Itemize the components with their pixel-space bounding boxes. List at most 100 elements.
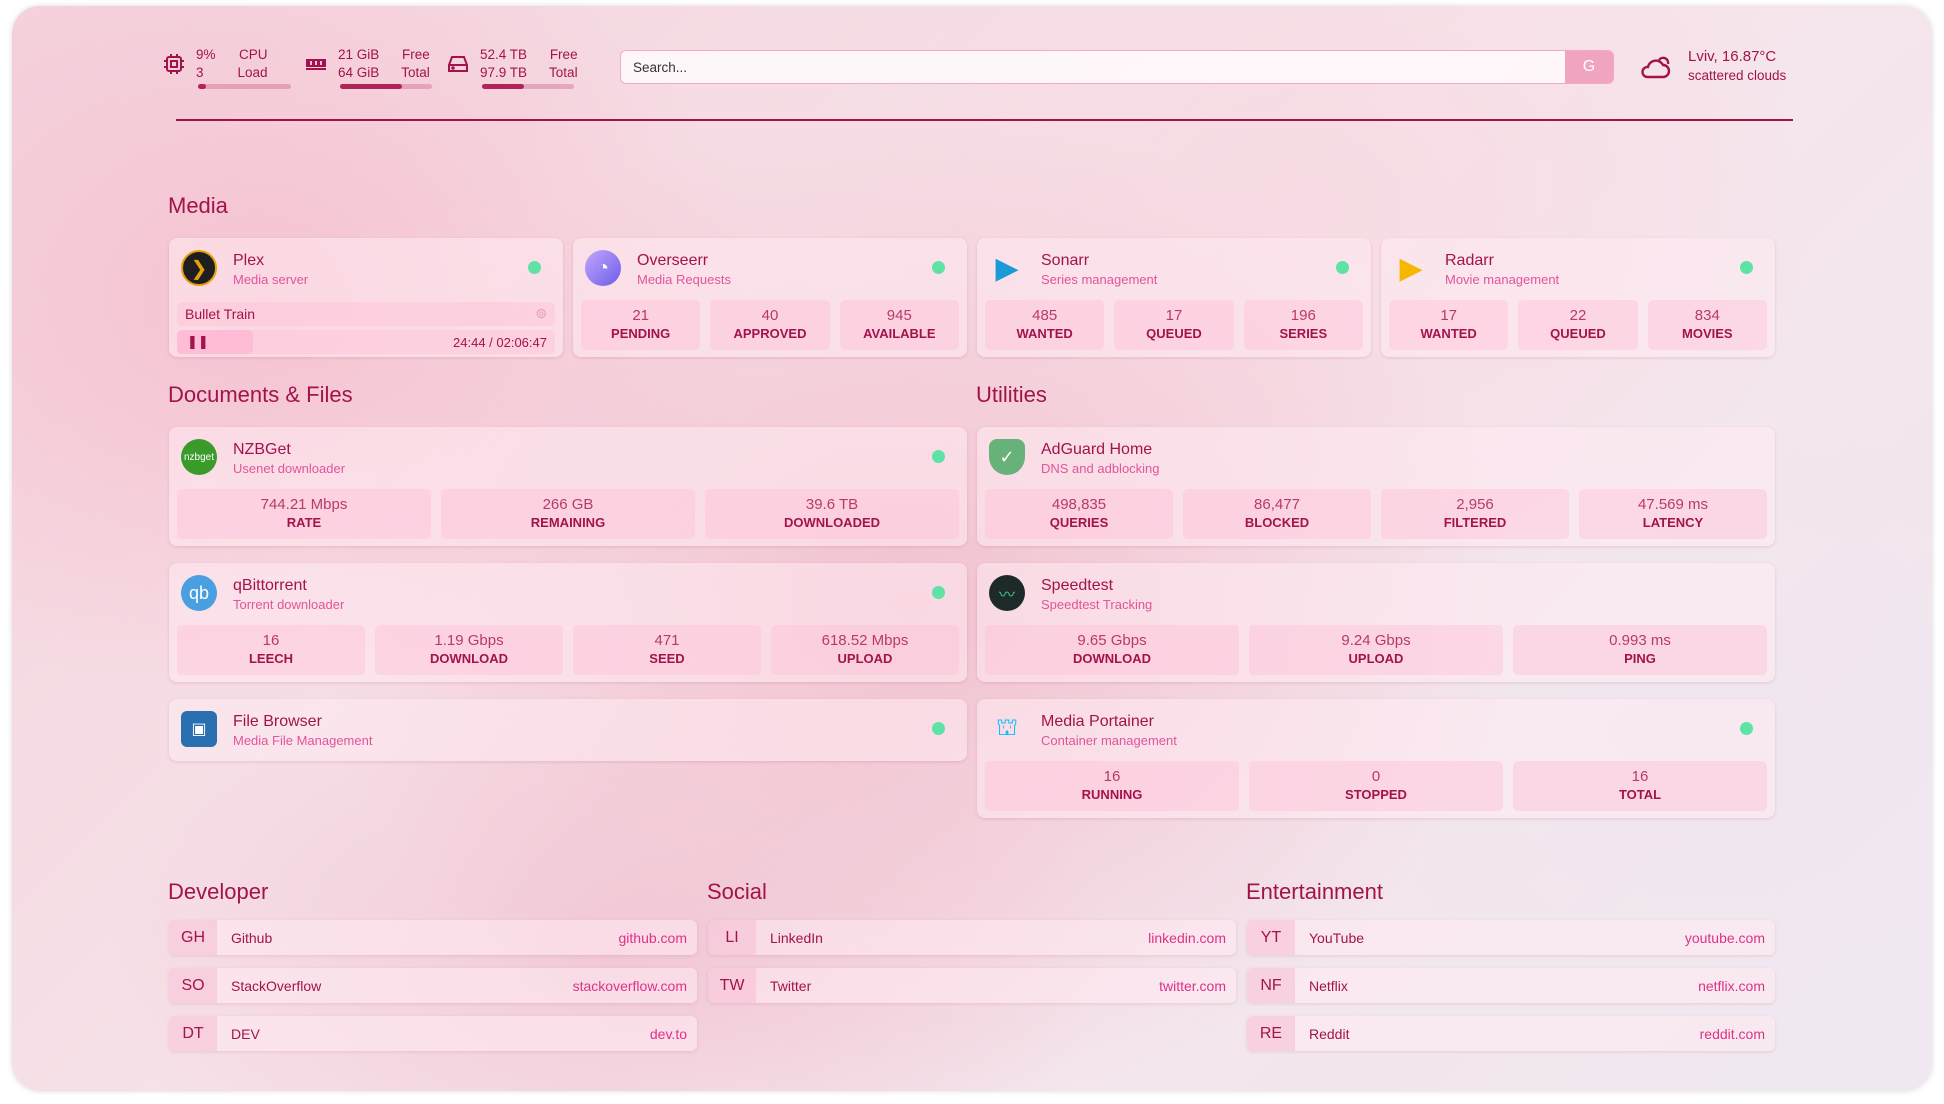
stat-value: 47.569 ms bbox=[1637, 496, 1709, 513]
bookmark-abbr: TW bbox=[708, 968, 756, 1003]
service-card-nzbget[interactable]: nzbget NZBGet Usenet downloader 744.21 M… bbox=[169, 427, 967, 546]
bookmark-twitter[interactable]: TW Twitter twitter.com bbox=[708, 968, 1236, 1003]
stat-wanted: 17 WANTED bbox=[1389, 300, 1509, 350]
service-card-radarr[interactable]: ▶ Radarr Movie management 17 WANTED 22 QUEU… bbox=[1381, 238, 1775, 357]
stat-label: QUERIES bbox=[1049, 515, 1109, 530]
stat-value: 1.19 Gbps bbox=[434, 632, 504, 649]
stat-label: LEECH bbox=[248, 651, 294, 666]
load-label: Load bbox=[237, 65, 268, 80]
stat-value: 834 bbox=[1694, 307, 1720, 324]
bookmark-abbr: GH bbox=[169, 920, 217, 955]
service-description: Media Requests bbox=[637, 272, 731, 287]
bookmark-abbr: DT bbox=[169, 1016, 217, 1051]
stat-label: UPLOAD bbox=[1348, 651, 1404, 666]
bookmark-name: Twitter bbox=[770, 977, 812, 994]
stat-label: PING bbox=[1624, 651, 1656, 666]
bookmark-stackoverflow[interactable]: SO StackOverflow stackoverflow.com bbox=[169, 968, 697, 1003]
bookmark-url[interactable]: github.com bbox=[618, 929, 687, 946]
service-description: Container management bbox=[1041, 733, 1177, 748]
stat-label: WANTED bbox=[1420, 326, 1477, 341]
status-dot bbox=[1740, 722, 1753, 735]
status-dot bbox=[932, 722, 945, 735]
service-name: Overseerr bbox=[637, 252, 709, 269]
bookmark-reddit[interactable]: RE Reddit reddit.com bbox=[1247, 1016, 1775, 1051]
service-card-speedtest[interactable]: 〰 Speedtest Speedtest Tracking 9.65 Gbps… bbox=[977, 563, 1775, 682]
service-description: Media File Management bbox=[233, 733, 373, 748]
service-name: Sonarr bbox=[1041, 252, 1090, 269]
service-stats: 16 LEECH 1.19 Gbps DOWNLOAD 471 SEED 618.52 Mb… bbox=[177, 625, 959, 675]
cpu-bar bbox=[198, 84, 291, 89]
service-stats: 485 WANTED 17 QUEUED 196 SERIES bbox=[985, 300, 1363, 350]
memory-icon bbox=[306, 59, 326, 70]
bookmark-dev[interactable]: DT DEV dev.to bbox=[169, 1016, 697, 1051]
sonarr-icon: ▶ bbox=[995, 251, 1019, 285]
stat-value: 471 bbox=[654, 632, 680, 649]
bookmark-url[interactable]: twitter.com bbox=[1159, 977, 1226, 994]
bookmark-url[interactable]: stackoverflow.com bbox=[572, 977, 687, 994]
service-card-qbittorrent[interactable]: qb qBittorrent Torrent downloader 16 LEEC… bbox=[169, 563, 967, 682]
service-card-file-browser[interactable]: ▣ File Browser Media File Management bbox=[169, 699, 967, 761]
service-card-adguard[interactable]: ✓ AdGuard Home DNS and adblocking 498,83… bbox=[977, 427, 1775, 546]
radarr-icon: ▶ bbox=[1399, 251, 1423, 285]
bookmark-url[interactable]: dev.to bbox=[649, 1025, 687, 1042]
memory-bar bbox=[340, 84, 432, 89]
disk-free-value: 52.4 TB bbox=[480, 47, 528, 62]
bookmark-abbr: YT bbox=[1247, 920, 1295, 955]
service-card-portainer[interactable]: ⛫ Media Portainer Container management 1… bbox=[977, 699, 1775, 818]
service-stats: 17 WANTED 22 QUEUED 834 MOVIES bbox=[1389, 300, 1767, 350]
info-icon[interactable]: ⊚ bbox=[535, 305, 547, 321]
portainer-icon: ⛫ bbox=[995, 714, 1019, 741]
stat-label: DOWNLOAD bbox=[1073, 651, 1151, 666]
service-name: qBittorrent bbox=[233, 577, 307, 594]
bookmark-abbr: LI bbox=[708, 920, 756, 955]
stat-value: 22 bbox=[1569, 307, 1587, 324]
service-name: Speedtest bbox=[1041, 577, 1114, 594]
stat-wanted: 485 WANTED bbox=[985, 300, 1105, 350]
stat-series: 196 SERIES bbox=[1243, 300, 1363, 350]
stat-pending: 21 PENDING bbox=[581, 300, 701, 350]
stat-value: 16 bbox=[262, 632, 280, 649]
service-card-overseerr[interactable]: ◔ Overseerr Media Requests 21 PENDING 40 AP… bbox=[573, 238, 967, 357]
cpu-label: CPU bbox=[239, 47, 268, 62]
service-card-sonarr[interactable]: ▶ Sonarr Series management 485 WANTED 17 QU… bbox=[977, 238, 1371, 357]
stat-value: 2,956 bbox=[1456, 496, 1494, 513]
dashboard: 9% CPU 3 Load 21 GiB Free 64 GiB Total 52.4 TB… bbox=[12, 6, 1932, 1091]
stat-label: REMAINING bbox=[530, 515, 606, 530]
stat-value: 17 bbox=[1165, 307, 1183, 324]
weather-widget: Lviv, 16.87°C scattered clouds bbox=[1638, 48, 1786, 83]
stat-label: MOVIES bbox=[1682, 326, 1733, 341]
stat-label: DOWNLOAD bbox=[430, 651, 508, 666]
service-description: Series management bbox=[1041, 272, 1158, 287]
stat-download: 1.19 Gbps DOWNLOAD bbox=[375, 625, 563, 675]
qbittorrent-icon: qb bbox=[181, 575, 217, 611]
bookmark-linkedin[interactable]: LI LinkedIn linkedin.com bbox=[708, 920, 1236, 955]
status-dot bbox=[1336, 261, 1349, 274]
stat-label: FILTERED bbox=[1443, 515, 1507, 530]
stat-label: APPROVED bbox=[733, 326, 807, 341]
service-name: Plex bbox=[233, 252, 265, 269]
bookmark-url[interactable]: youtube.com bbox=[1684, 929, 1765, 946]
stat-downloaded: 39.6 TB DOWNLOADED bbox=[705, 489, 959, 539]
bookmark-name: YouTube bbox=[1309, 929, 1365, 946]
service-stats: 21 PENDING 40 APPROVED 945 AVAILABLE bbox=[581, 300, 959, 350]
bookmark-netflix[interactable]: NF Netflix netflix.com bbox=[1247, 968, 1775, 1003]
pause-icon[interactable]: ❚❚ bbox=[187, 334, 209, 349]
stat-blocked: 86,477 BLOCKED bbox=[1183, 489, 1371, 539]
stat-value: 485 bbox=[1032, 307, 1058, 324]
service-name: Radarr bbox=[1445, 252, 1494, 269]
bookmark-youtube[interactable]: YT YouTube youtube.com bbox=[1247, 920, 1775, 955]
bookmark-url[interactable]: linkedin.com bbox=[1148, 929, 1226, 946]
bookmark-github[interactable]: GH Github github.com bbox=[169, 920, 697, 955]
bookmark-url[interactable]: netflix.com bbox=[1698, 977, 1765, 994]
service-card-plex[interactable]: ❯ Plex Media server Bullet Train ⊚ ❚❚ 24:… bbox=[169, 238, 563, 357]
stat-queued: 17 QUEUED bbox=[1114, 300, 1234, 350]
search-input[interactable] bbox=[621, 51, 1565, 83]
search-provider-button[interactable]: G bbox=[1565, 51, 1613, 83]
section-title-documents: Documents & Files bbox=[168, 382, 353, 407]
header-divider bbox=[176, 119, 1793, 121]
disk-free-label: Free bbox=[549, 47, 578, 62]
now-playing-title: Bullet Train bbox=[185, 306, 256, 322]
bookmark-url[interactable]: reddit.com bbox=[1699, 1025, 1765, 1042]
service-stats: 16 RUNNING 0 STOPPED 16 TOTAL bbox=[985, 761, 1767, 811]
memory-free-label: Free bbox=[402, 47, 430, 62]
